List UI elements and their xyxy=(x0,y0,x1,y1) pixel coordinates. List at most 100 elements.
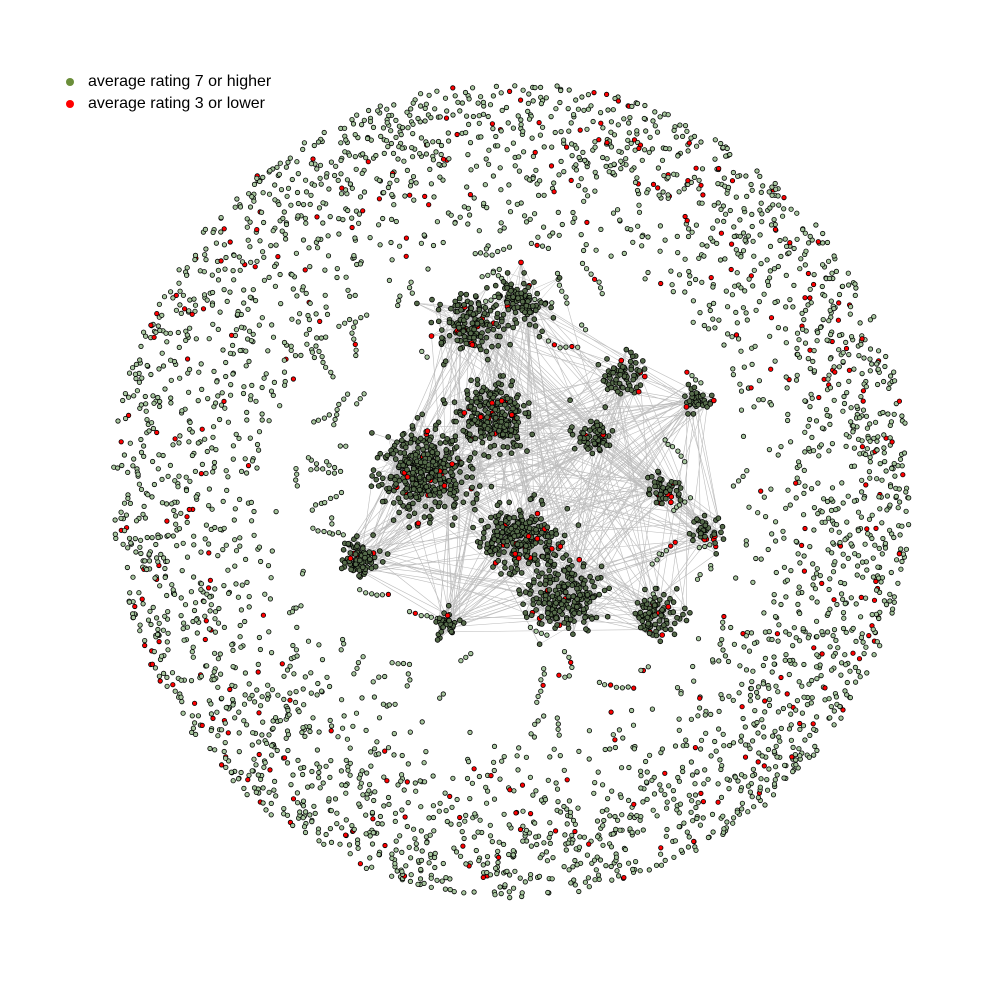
network-node xyxy=(305,785,309,789)
network-node xyxy=(799,257,803,261)
network-node xyxy=(420,720,424,724)
network-node xyxy=(807,682,811,686)
network-node xyxy=(250,383,254,387)
network-node xyxy=(149,372,153,376)
network-node xyxy=(142,504,146,508)
network-node xyxy=(685,830,689,834)
network-node xyxy=(880,478,884,482)
network-node xyxy=(213,748,217,752)
network-node xyxy=(137,380,141,384)
network-node xyxy=(563,833,567,837)
network-node xyxy=(536,235,540,239)
network-node xyxy=(301,202,305,206)
network-node xyxy=(803,738,807,742)
network-node xyxy=(464,813,468,817)
network-node xyxy=(296,171,300,175)
network-node xyxy=(635,830,639,834)
network-node xyxy=(662,173,666,177)
network-node xyxy=(316,831,320,835)
network-node xyxy=(654,863,658,867)
network-node xyxy=(308,729,312,733)
network-node xyxy=(737,691,741,695)
network-node xyxy=(743,743,747,747)
network-node xyxy=(484,157,488,161)
network-node xyxy=(220,391,224,395)
network-node xyxy=(641,828,645,832)
network-node xyxy=(842,394,846,398)
low-rating-node xyxy=(219,763,223,767)
network-node xyxy=(294,251,298,255)
low-rating-node xyxy=(403,815,407,819)
network-node xyxy=(139,344,143,348)
network-node xyxy=(328,214,332,218)
network-node xyxy=(750,362,754,366)
network-node xyxy=(200,387,204,391)
network-node xyxy=(301,238,305,242)
network-node xyxy=(224,469,228,473)
network-node xyxy=(562,169,566,173)
network-node xyxy=(609,845,613,849)
network-node xyxy=(203,437,207,441)
network-node xyxy=(663,792,667,796)
network-node xyxy=(848,669,852,673)
network-node xyxy=(235,197,239,201)
network-node xyxy=(399,132,403,136)
network-node xyxy=(258,239,262,243)
network-node xyxy=(212,369,216,373)
network-node xyxy=(458,854,462,858)
network-node xyxy=(492,744,496,748)
network-node xyxy=(290,177,294,181)
network-node xyxy=(593,878,597,882)
network-node xyxy=(854,639,858,643)
network-node xyxy=(500,108,504,112)
network-node xyxy=(493,893,497,897)
network-node xyxy=(413,781,417,785)
network-node xyxy=(646,270,650,274)
network-node xyxy=(340,726,344,730)
network-node xyxy=(659,863,663,867)
network-node xyxy=(677,728,681,732)
network-node xyxy=(248,245,252,249)
network-node xyxy=(237,731,241,735)
network-node xyxy=(858,675,862,679)
network-node xyxy=(353,154,357,158)
network-node xyxy=(841,351,845,355)
network-node xyxy=(191,575,195,579)
network-node xyxy=(445,819,449,823)
network-node xyxy=(177,268,181,272)
network-node xyxy=(437,809,441,813)
network-node xyxy=(369,750,373,754)
network-node xyxy=(777,623,781,627)
network-node xyxy=(505,148,509,152)
network-node xyxy=(690,773,694,777)
network-node xyxy=(408,856,412,860)
network-node xyxy=(435,220,439,224)
network-node xyxy=(463,819,467,823)
network-node xyxy=(364,832,368,836)
network-node xyxy=(128,441,132,445)
network-node xyxy=(582,199,586,203)
network-node xyxy=(797,747,801,751)
network-node xyxy=(247,605,251,609)
network-node xyxy=(898,457,902,461)
network-node xyxy=(370,810,374,814)
network-node xyxy=(192,721,196,725)
network-node xyxy=(296,758,300,762)
network-node xyxy=(746,234,750,238)
network-node xyxy=(812,753,816,757)
network-node xyxy=(368,119,372,123)
network-node xyxy=(203,537,207,541)
network-node xyxy=(187,367,191,371)
network-node xyxy=(135,389,139,393)
network-node xyxy=(521,88,525,92)
network-node xyxy=(785,386,789,390)
network-node xyxy=(238,544,242,548)
network-node xyxy=(713,739,717,743)
network-node xyxy=(422,761,426,765)
network-node xyxy=(787,704,791,708)
network-node xyxy=(471,114,475,118)
network-node xyxy=(168,331,172,335)
low-rating-node xyxy=(811,722,815,726)
network-node xyxy=(759,261,763,265)
network-node xyxy=(243,619,247,623)
